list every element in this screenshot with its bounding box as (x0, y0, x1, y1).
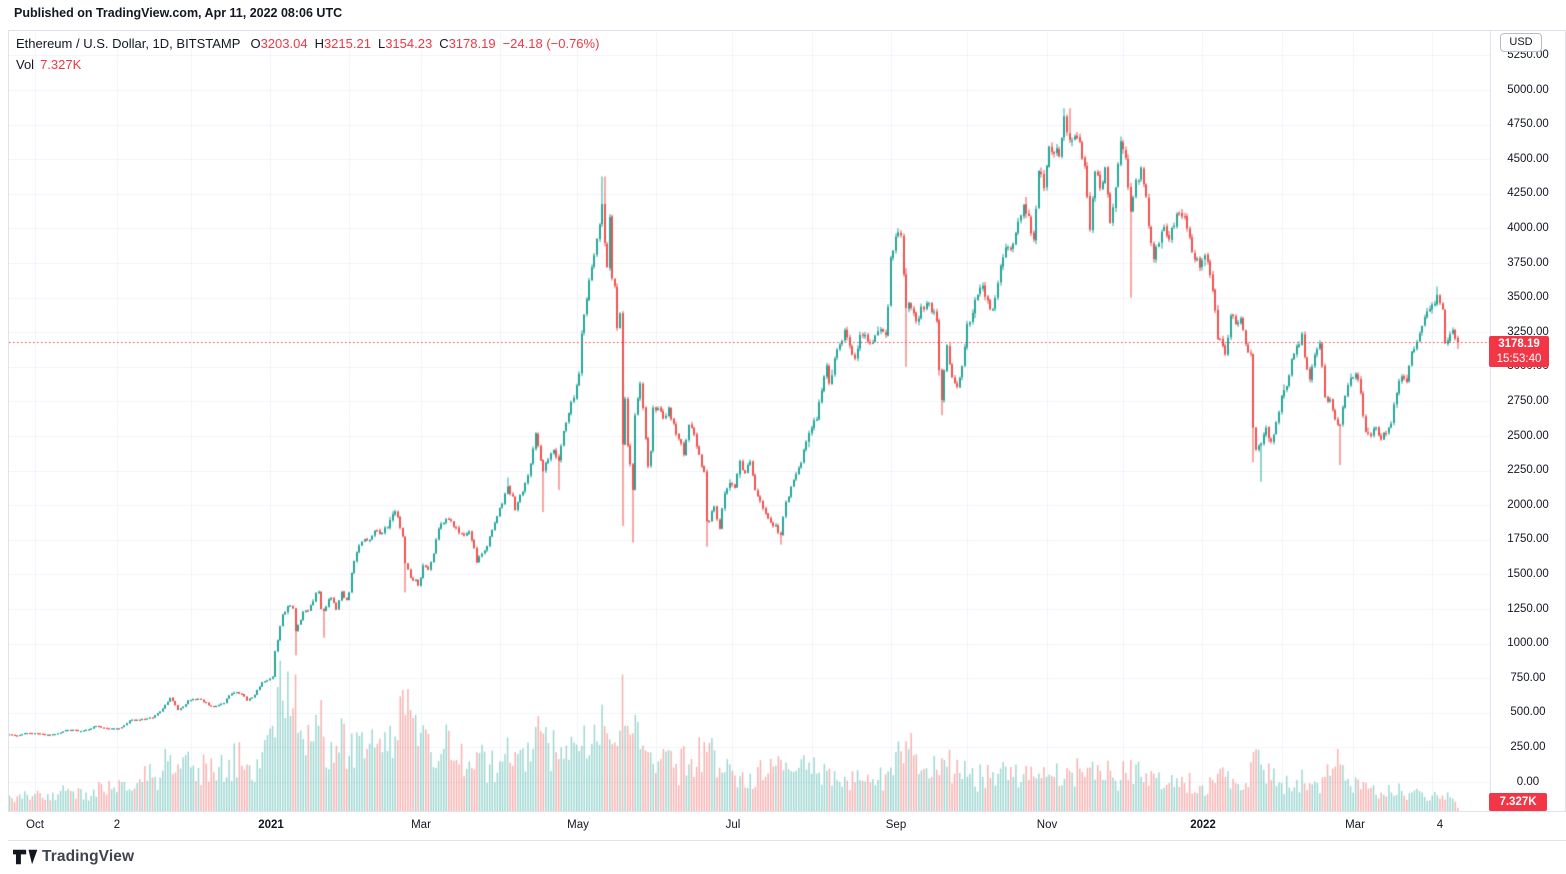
price-axis[interactable]: 5250.00 5000.00 4750.00 4500.00 4250.00 4000.… (1490, 30, 1566, 811)
time-tick-label: 2 (113, 819, 121, 831)
price-tick-label: 4000.00 (1507, 221, 1549, 234)
bar-countdown: 15:53:40 (1496, 353, 1542, 365)
close-label: C (439, 36, 449, 51)
volume-value: 7.327K (40, 57, 82, 72)
time-axis-separator (8, 811, 1566, 812)
last-volume-badge: 7.327K (1489, 793, 1547, 811)
price-tick-label: 0.00 (1516, 775, 1540, 788)
price-tick-label: 2500.00 (1507, 429, 1549, 442)
price-tick-label: 3250.00 (1507, 325, 1549, 338)
price-tick-label: 3500.00 (1507, 291, 1549, 304)
open-label: O (250, 36, 261, 51)
candlestick-chart-canvas[interactable] (9, 30, 1490, 811)
price-tick-label: 750.00 (1510, 671, 1546, 684)
price-tick-label: 500.00 (1510, 706, 1546, 719)
price-tick-label: 2750.00 (1507, 394, 1549, 407)
time-tick-label: Oct (26, 819, 44, 831)
price-tick-label: 1250.00 (1507, 602, 1549, 615)
published-bar-text: Published on TradingView.com, Apr 11, 20… (14, 6, 343, 20)
high-value: 3215.21 (323, 36, 371, 51)
close-value: 3178.19 (448, 36, 496, 51)
low-value: 3154.23 (385, 36, 433, 51)
volume-legend: Vol 7.327K (16, 57, 81, 72)
open-value: 3203.04 (260, 36, 308, 51)
price-tick-label: 3750.00 (1507, 256, 1549, 269)
tradingview-logo-icon[interactable] (13, 849, 38, 865)
time-tick-label: May (567, 819, 589, 831)
high-label: H (314, 36, 324, 51)
time-axis[interactable]: Oct 2 2021 Mar May Jul Sep Nov 2022 Mar 4 (8, 812, 1566, 840)
tradingview-wordmark[interactable]: TradingView (42, 848, 135, 865)
price-tick-label: 2250.00 (1507, 464, 1549, 477)
time-tick-label: Sep (885, 819, 907, 831)
price-tick-label: 4250.00 (1507, 187, 1549, 200)
time-tick-label: 4 (1436, 819, 1444, 831)
time-tick-label: 2021 (258, 819, 284, 831)
currency-badge: USD (1500, 33, 1542, 52)
last-price-value: 3178.19 (1498, 338, 1540, 350)
price-tick-label: 4750.00 (1507, 118, 1549, 131)
symbol-legend: Ethereum / U.S. Dollar, 1D, BITSTAMP O320… (16, 36, 599, 51)
time-tick-label: Jul (725, 819, 741, 831)
price-tick-label: 2000.00 (1507, 498, 1549, 511)
price-tick-label: 5000.00 (1507, 83, 1549, 96)
price-tick-label: 1500.00 (1507, 567, 1549, 580)
volume-label: Vol (16, 57, 35, 72)
time-tick-label: Mar (1345, 819, 1365, 831)
low-label: L (377, 36, 386, 51)
price-tick-label: 4500.00 (1507, 152, 1549, 165)
time-tick-label: 2022 (1190, 819, 1216, 831)
price-tick-label: 1750.00 (1507, 533, 1549, 546)
price-tick-label: 250.00 (1510, 740, 1546, 753)
change-value: −24.18 (−0.76%) (502, 36, 600, 51)
footer: TradingView (0, 841, 1566, 874)
time-tick-label: Mar (411, 819, 431, 831)
last-price-badge: 3178.19 15:53:40 (1489, 336, 1549, 367)
time-tick-label: Nov (1036, 819, 1058, 831)
price-axis-separator (1490, 30, 1491, 811)
symbol-title: Ethereum / U.S. Dollar, 1D, BITSTAMP (16, 36, 241, 51)
price-tick-label: 1000.00 (1507, 637, 1549, 650)
